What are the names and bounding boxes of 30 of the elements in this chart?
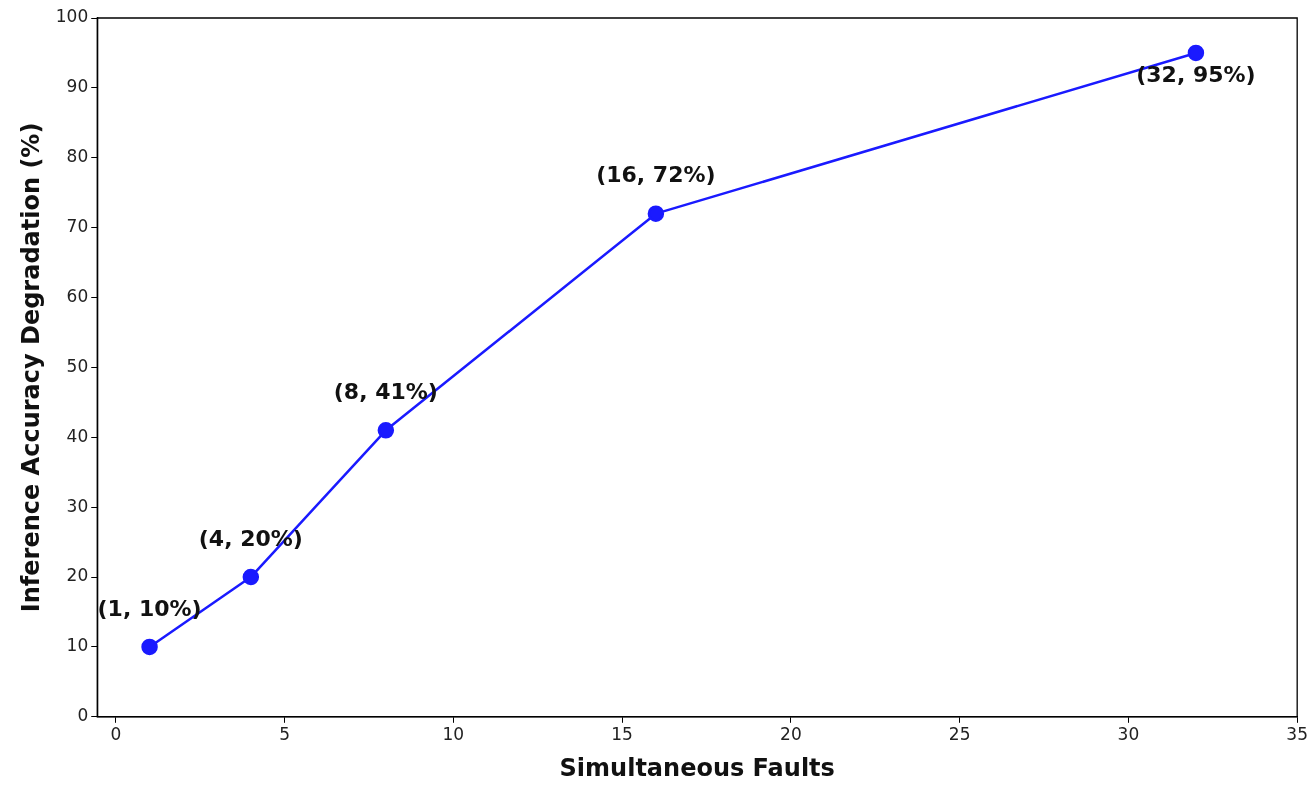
y-tick-label: 40 (66, 425, 89, 446)
x-tick-label: 25 (948, 724, 971, 745)
x-tick-label: 5 (279, 724, 290, 745)
x-tick-label: 30 (1117, 724, 1140, 745)
y-tick-label: 70 (66, 216, 89, 237)
y-axis-title: Inference Accuracy Degradation (%) (16, 122, 45, 613)
data-label: (32, 95%) (1136, 61, 1256, 87)
data-label: (16, 72%) (596, 162, 716, 188)
x-tick-label: 0 (110, 724, 122, 745)
y-tick-label: 20 (66, 565, 89, 586)
data-label: (8, 41%) (333, 379, 438, 405)
y-tick-label: 10 (66, 635, 89, 656)
data-label: (1, 10%) (97, 595, 202, 621)
point (242, 568, 260, 586)
y-tick-label: 60 (66, 285, 89, 306)
y-tick-label: 100 (55, 6, 89, 27)
x-tick-label: 10 (442, 724, 465, 745)
y-tick-label: 0 (77, 705, 89, 726)
point (647, 205, 665, 222)
point (377, 422, 395, 439)
x-tick-label: 15 (611, 724, 633, 745)
point (1187, 44, 1205, 62)
y-tick-label: 30 (66, 495, 89, 516)
x-tick-label: 20 (780, 724, 802, 745)
y-tick-label: 90 (66, 76, 89, 97)
x-tick-label: 35 (1286, 724, 1308, 745)
y-tick-label: 80 (66, 146, 89, 167)
point (141, 638, 158, 656)
x-axis-title: Simultaneous Faults (559, 753, 835, 782)
y-tick-label: 50 (66, 355, 89, 376)
